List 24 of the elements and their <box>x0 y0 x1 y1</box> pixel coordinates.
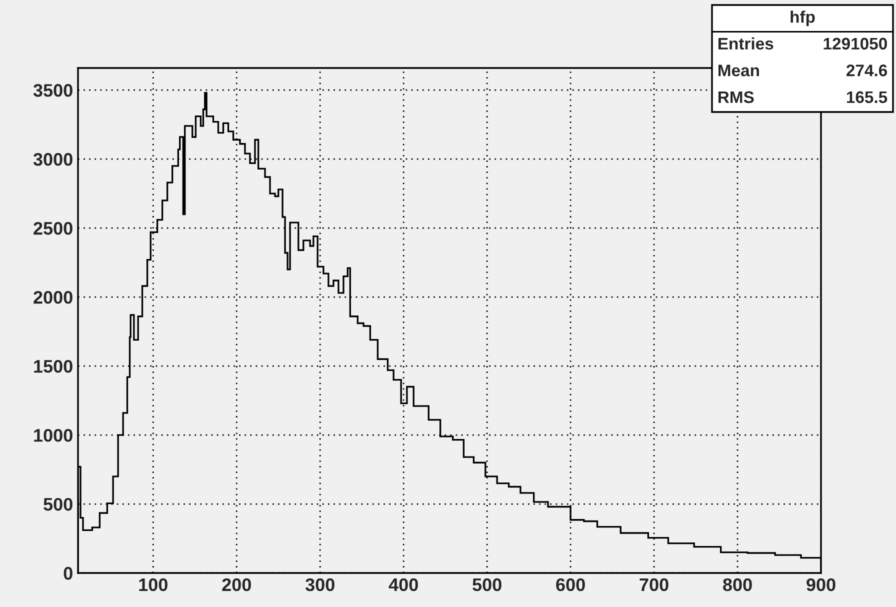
x-tick-label: 400 <box>388 578 418 592</box>
x-tick-label: 600 <box>556 578 585 592</box>
y-tick-label: 3000 <box>33 153 72 166</box>
x-tick-label: 100 <box>139 578 168 592</box>
x-tick-label: 500 <box>472 578 502 592</box>
y-tick-label: 1500 <box>34 360 72 373</box>
x-tick-label: 200 <box>222 578 251 592</box>
y-tick-label: 0 <box>64 566 72 580</box>
text: 165.5 <box>846 91 888 104</box>
chart-title: hfp <box>790 10 815 26</box>
annotation: Mean <box>718 64 759 76</box>
x-tick-label: 900 <box>806 578 836 592</box>
y-tick-label: 500 <box>44 498 72 511</box>
text: 274.6 <box>846 64 888 76</box>
x-tick-label: 800 <box>723 578 752 592</box>
y-tick-label: 3500 <box>33 84 72 97</box>
y-tick-label: 1000 <box>34 428 72 442</box>
text: 1291050 <box>824 38 887 50</box>
y-tick-label: 2500 <box>34 222 72 235</box>
x-tick-label: 300 <box>305 578 334 592</box>
text: Entries <box>718 37 774 50</box>
y-tick-label: 2000 <box>34 290 72 304</box>
x-tick-label: 700 <box>640 578 668 592</box>
annotation: RMS <box>718 91 754 104</box>
